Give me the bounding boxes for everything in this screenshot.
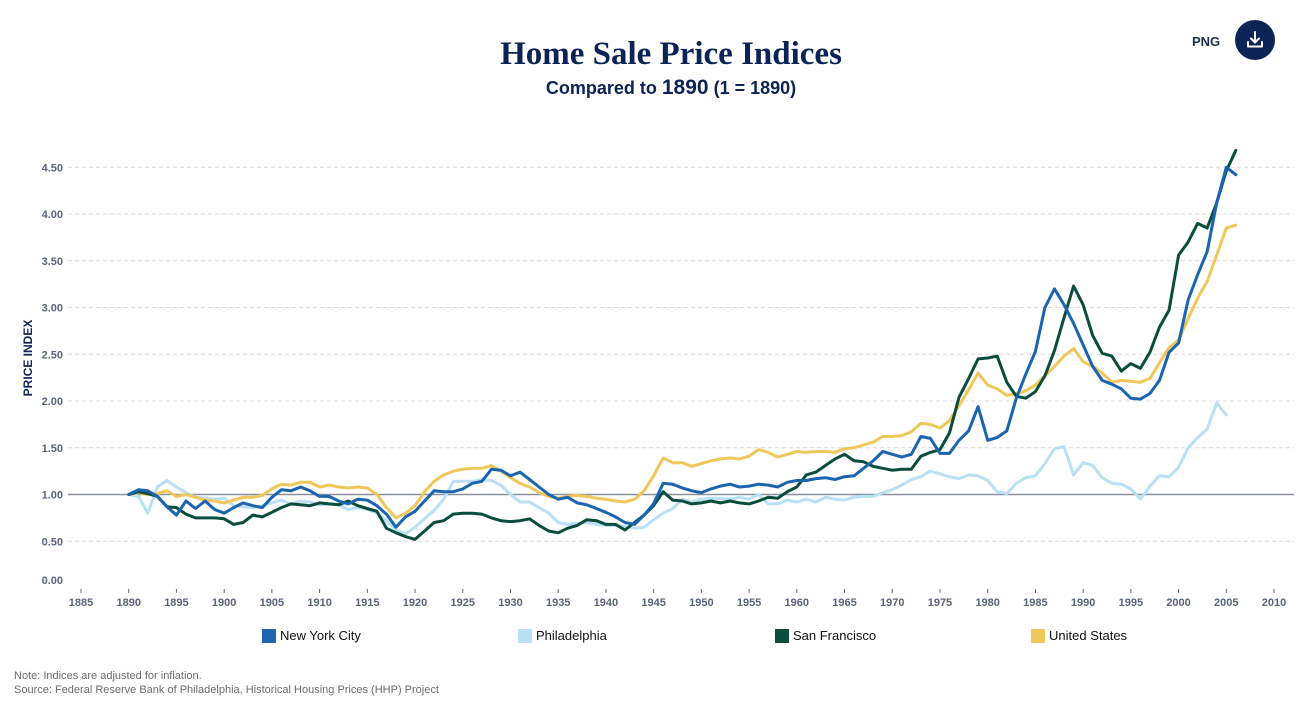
- series-line-united-states[interactable]: [127, 223, 1238, 520]
- legend-item-united-states[interactable]: United States: [1031, 628, 1127, 643]
- legend-swatch: [1031, 628, 1045, 643]
- x-tick-label: 1955: [737, 597, 761, 609]
- footnote: Note: Indices are adjusted for inflation…: [14, 669, 439, 697]
- download-icon: [1247, 31, 1263, 48]
- export-png-button[interactable]: PNG: [1192, 34, 1221, 49]
- x-tick-label: 1935: [546, 597, 570, 609]
- legend-label: Philadelphia: [536, 628, 607, 643]
- x-tick-label: 1985: [1023, 597, 1047, 609]
- x-tick-label: 1975: [928, 597, 952, 609]
- series-line-philadelphia[interactable]: [127, 401, 1228, 536]
- x-tick-label: 1890: [116, 597, 140, 609]
- series-lines: [127, 148, 1238, 541]
- y-tick-label: 2.50: [42, 349, 63, 361]
- x-tick-label: 1885: [69, 597, 93, 609]
- y-tick-label: 0.50: [42, 536, 63, 548]
- x-tick-label: 1910: [307, 597, 331, 609]
- subtitle-prefix: Compared to: [545, 78, 662, 98]
- x-tick-label: 1970: [880, 597, 904, 609]
- legend-label: San Francisco: [793, 628, 877, 643]
- y-tick-label: 1.50: [42, 443, 63, 455]
- y-tick-label: 2.00: [42, 396, 63, 408]
- y-axis-ticks: 0.00 0.50 1.00 1.50 2.00 2.50 3.00 3.50 4.00 4.50: [42, 162, 63, 587]
- x-tick-label: 1950: [689, 597, 713, 609]
- x-tick-label: 2010: [1262, 597, 1286, 609]
- x-tick-label: 2005: [1214, 597, 1238, 609]
- legend-item-philadelphia[interactable]: Philadelphia: [518, 628, 607, 643]
- series-line-new-york-city[interactable]: [127, 165, 1238, 529]
- y-tick-label: 3.50: [42, 256, 63, 268]
- x-tick-label: 1940: [594, 597, 618, 609]
- x-tick-label: 1900: [212, 597, 236, 609]
- chart-legend: New York City Philadelphia San Francisco Un…: [0, 628, 1305, 644]
- legend-swatch: [518, 628, 532, 643]
- legend-item-san-francisco[interactable]: San Francisco: [775, 628, 876, 643]
- y-tick-label: 1.00: [42, 490, 63, 502]
- x-tick-label: 1990: [1071, 597, 1095, 609]
- y-tick-label: 0.00: [42, 575, 63, 587]
- x-tick-label: 1915: [355, 597, 379, 609]
- legend-item-new-york-city[interactable]: New York City: [262, 628, 361, 643]
- y-tick-label: 4.00: [42, 209, 63, 221]
- series-line-san-francisco[interactable]: [127, 148, 1238, 541]
- subtitle-year: 1890: [661, 76, 709, 99]
- y-tick-label: 3.00: [42, 303, 63, 315]
- x-tick-label: 1930: [498, 597, 522, 609]
- x-tick-label: 1980: [975, 597, 999, 609]
- legend-label: New York City: [280, 628, 361, 643]
- download-button[interactable]: [1235, 20, 1275, 60]
- x-tick-label: 1920: [403, 597, 427, 609]
- subtitle-suffix: (1 = 1890): [708, 78, 797, 98]
- x-tick-label: 1905: [260, 597, 284, 609]
- legend-label: United States: [1049, 628, 1128, 643]
- legend-swatch: [775, 628, 789, 643]
- y-axis-label: PRICE INDEX: [21, 320, 35, 397]
- x-tick-label: 1925: [451, 597, 475, 609]
- chart-subtitle: Compared to 1890 (1 = 1890): [0, 76, 1305, 100]
- x-axis-ticks: 1885 1890 1895 1900 1905 1910 1915 1920 1925 1930…: [69, 589, 1286, 609]
- x-tick-label: 1965: [832, 597, 856, 609]
- x-tick-label: 1895: [164, 597, 188, 609]
- note-text: Note: Indices are adjusted for inflation…: [14, 670, 202, 682]
- x-tick-label: 2000: [1166, 597, 1190, 609]
- source-text: Source: Federal Reserve Bank of Philadel…: [14, 684, 439, 696]
- x-tick-label: 1960: [785, 597, 809, 609]
- y-tick-label: 4.50: [42, 162, 63, 174]
- legend-swatch: [262, 628, 276, 643]
- chart-title: Home Sale Price Indices: [500, 36, 842, 72]
- x-tick-label: 1995: [1119, 597, 1143, 609]
- x-tick-label: 1945: [641, 597, 665, 609]
